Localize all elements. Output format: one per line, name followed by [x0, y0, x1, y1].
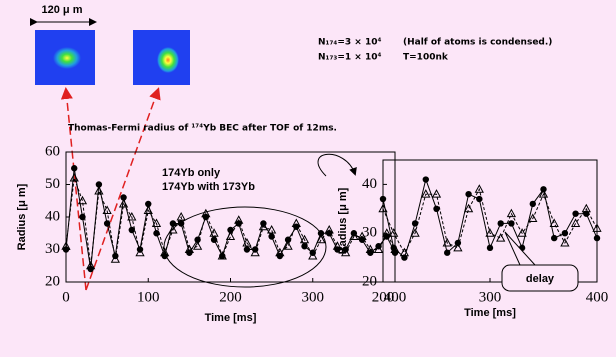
- slide: 120 μ m N₁₇₄=3 × 10⁴ (Half of atoms is c…: [0, 0, 616, 357]
- point: [497, 234, 505, 241]
- cloud: [157, 47, 179, 73]
- y-tick-label: 60: [45, 143, 60, 159]
- y-tick-label: 30: [45, 241, 60, 257]
- y-tick-label: 30: [362, 225, 377, 241]
- x-tick-label: 100: [137, 289, 160, 305]
- scale-label: 120 μ m: [42, 4, 83, 16]
- point: [487, 245, 493, 251]
- point: [244, 246, 250, 252]
- point: [433, 206, 439, 212]
- annotation: delay: [526, 273, 555, 285]
- y-tick-label: 40: [362, 176, 377, 192]
- y-tick-label: 20: [45, 273, 60, 289]
- legend-entry: 174Yb only: [162, 167, 221, 179]
- point: [380, 196, 386, 202]
- x-tick-label: 400: [586, 289, 609, 305]
- cloud: [53, 47, 81, 69]
- x-tick-label: 200: [219, 289, 242, 305]
- point: [551, 235, 557, 241]
- point: [423, 176, 429, 182]
- point: [391, 245, 397, 251]
- x-axis-label: Time [ms]: [205, 312, 257, 324]
- point: [508, 220, 514, 226]
- x-axis-label: Time [ms]: [464, 307, 516, 319]
- point: [562, 230, 568, 236]
- point: [498, 220, 504, 226]
- point: [572, 210, 578, 216]
- info: (Half of atoms is condensed.): [403, 38, 552, 48]
- x-tick-label: 300: [479, 289, 502, 305]
- point: [433, 190, 441, 197]
- point: [530, 201, 536, 207]
- point: [465, 191, 471, 197]
- pointer: [66, 90, 86, 290]
- point: [71, 165, 77, 171]
- info: T=100nk: [403, 53, 449, 63]
- y-axis-label: Radius [μ m]: [16, 183, 28, 250]
- charts: 20 30 40 50 60 0 100 200 300 400 Time [ms] Radius […: [16, 143, 608, 323]
- y-tick-label: 50: [45, 176, 60, 192]
- y-axis-label: Radius [μ m]: [337, 187, 349, 254]
- info: N₁₇₃=1 × 10⁴: [318, 53, 381, 63]
- point: [211, 237, 217, 243]
- x-tick-label: 0: [62, 289, 70, 305]
- point: [594, 235, 600, 241]
- point: [444, 250, 450, 256]
- x-tick-label: 200: [372, 289, 395, 305]
- legend-entry: 174Yb with 173Yb: [162, 181, 255, 193]
- info: N₁₇₄=3 × 10⁴: [318, 38, 381, 48]
- zoom-arrow: [318, 154, 355, 176]
- y-tick-label: 40: [45, 208, 60, 224]
- x-tick-label: 300: [302, 289, 325, 305]
- y-tick-label: 20: [362, 273, 377, 289]
- caption: Thomas-Fermi radius of ¹⁷⁴Yb BEC after T…: [68, 124, 337, 134]
